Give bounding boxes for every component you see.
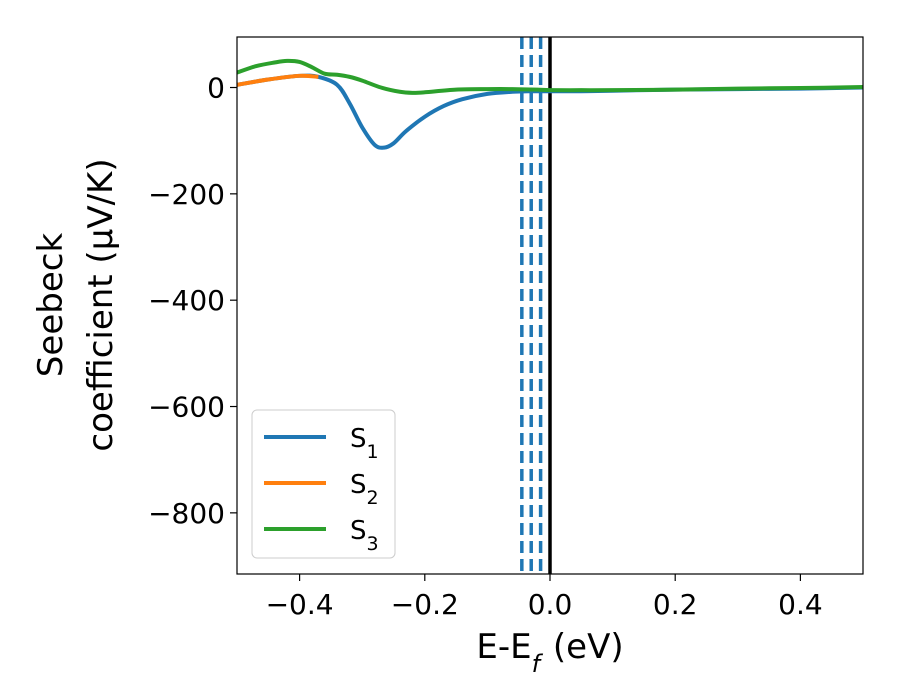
y-tick-label: −600 [148,391,225,424]
x-axis-ticks: −0.4 −0.2 0.0 0.2 0.4 [266,574,823,621]
x-tick-label: 0.4 [778,588,823,621]
y-tick-label: −400 [148,284,225,317]
y-axis-title-line-1: Seebeck [31,233,71,378]
x-tick-label: −0.4 [266,588,334,621]
y-axis-ticks: 0 −200 −400 −600 −800 [148,72,237,530]
series-line-s2 [237,73,319,87]
y-axis-title-line-2: coefficient (μV/K) [81,158,121,451]
y-axis-title-2: coefficient (μV/K) [81,158,121,451]
x-axis-title: E-Ef (eV) [476,627,623,678]
x-tick-label: −0.2 [391,588,459,621]
y-tick-label: 0 [207,72,225,105]
y-tick-label: −800 [148,497,225,530]
x-tick-label: 0.2 [653,588,698,621]
y-axis-title: Seebeck [31,233,71,378]
y-tick-label: −200 [148,178,225,211]
reference-lines [520,37,552,574]
series-lines [237,58,863,150]
x-tick-label: 0.0 [528,588,573,621]
series-line-s3 [237,58,863,95]
